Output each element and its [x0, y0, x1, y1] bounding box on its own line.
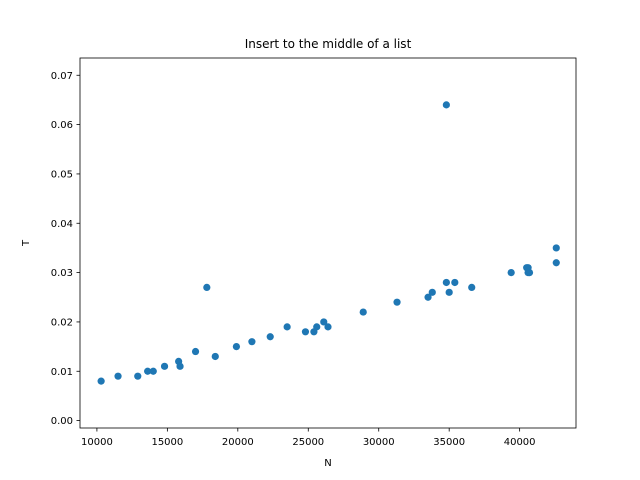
- y-tick-label: 0.03: [51, 268, 73, 279]
- data-point: [451, 278, 459, 287]
- x-tick-label: 20000: [222, 437, 254, 448]
- data-point: [552, 259, 560, 267]
- data-point: [445, 288, 453, 296]
- data-point: [442, 101, 450, 109]
- data-point: [149, 367, 157, 375]
- x-axis-label: N: [324, 458, 331, 469]
- data-point: [442, 278, 450, 287]
- plot-frame: [79, 57, 577, 429]
- y-tick-label: 0.07: [51, 71, 73, 82]
- data-point: [525, 269, 534, 277]
- data-point: [428, 288, 436, 296]
- data-point: [266, 333, 274, 341]
- data-point: [144, 367, 152, 375]
- y-tick-label: 0.04: [51, 219, 73, 230]
- data-point: [97, 377, 105, 385]
- x-tick-label: 40000: [504, 437, 536, 448]
- x-tick-label: 25000: [292, 437, 324, 448]
- y-tick-label: 0.05: [51, 169, 73, 180]
- data-point: [160, 362, 169, 370]
- x-tick-label: 15000: [151, 437, 183, 448]
- x-tick-label: 10000: [81, 437, 113, 448]
- y-tick-label: 0.02: [51, 317, 73, 328]
- y-axis-label: T: [21, 239, 32, 247]
- data-point: [424, 293, 432, 301]
- data-point: [191, 347, 200, 356]
- data-point: [359, 308, 367, 316]
- data-point: [232, 343, 241, 351]
- data-point: [552, 244, 560, 252]
- data-point: [283, 323, 291, 331]
- data-point: [468, 283, 476, 291]
- data-point: [393, 298, 401, 306]
- data-point: [203, 283, 211, 291]
- x-tick-label: 35000: [433, 437, 465, 448]
- y-tick-label: 0.01: [51, 367, 73, 378]
- data-point: [114, 372, 122, 380]
- y-tick-label: 0.00: [51, 416, 73, 427]
- x-axis-ticks: 10000 15000 20000 25000 30000 35000 40000: [81, 428, 536, 448]
- y-tick-label: 0.06: [51, 120, 73, 131]
- data-point: [320, 318, 328, 326]
- data-point: [507, 269, 515, 277]
- data-point: [211, 352, 219, 361]
- points-layer: [97, 101, 560, 385]
- data-point: [301, 328, 310, 336]
- data-point: [324, 323, 332, 331]
- data-point: [176, 362, 184, 370]
- x-tick-label: 30000: [363, 437, 395, 448]
- data-point: [248, 338, 256, 346]
- y-axis-ticks: 0.00 0.01 0.02 0.03 0.04 0.05 0.06 0.07: [51, 71, 80, 427]
- data-point: [313, 323, 321, 331]
- chart-title: Insert to the middle of a list: [245, 37, 412, 51]
- data-point: [134, 372, 142, 380]
